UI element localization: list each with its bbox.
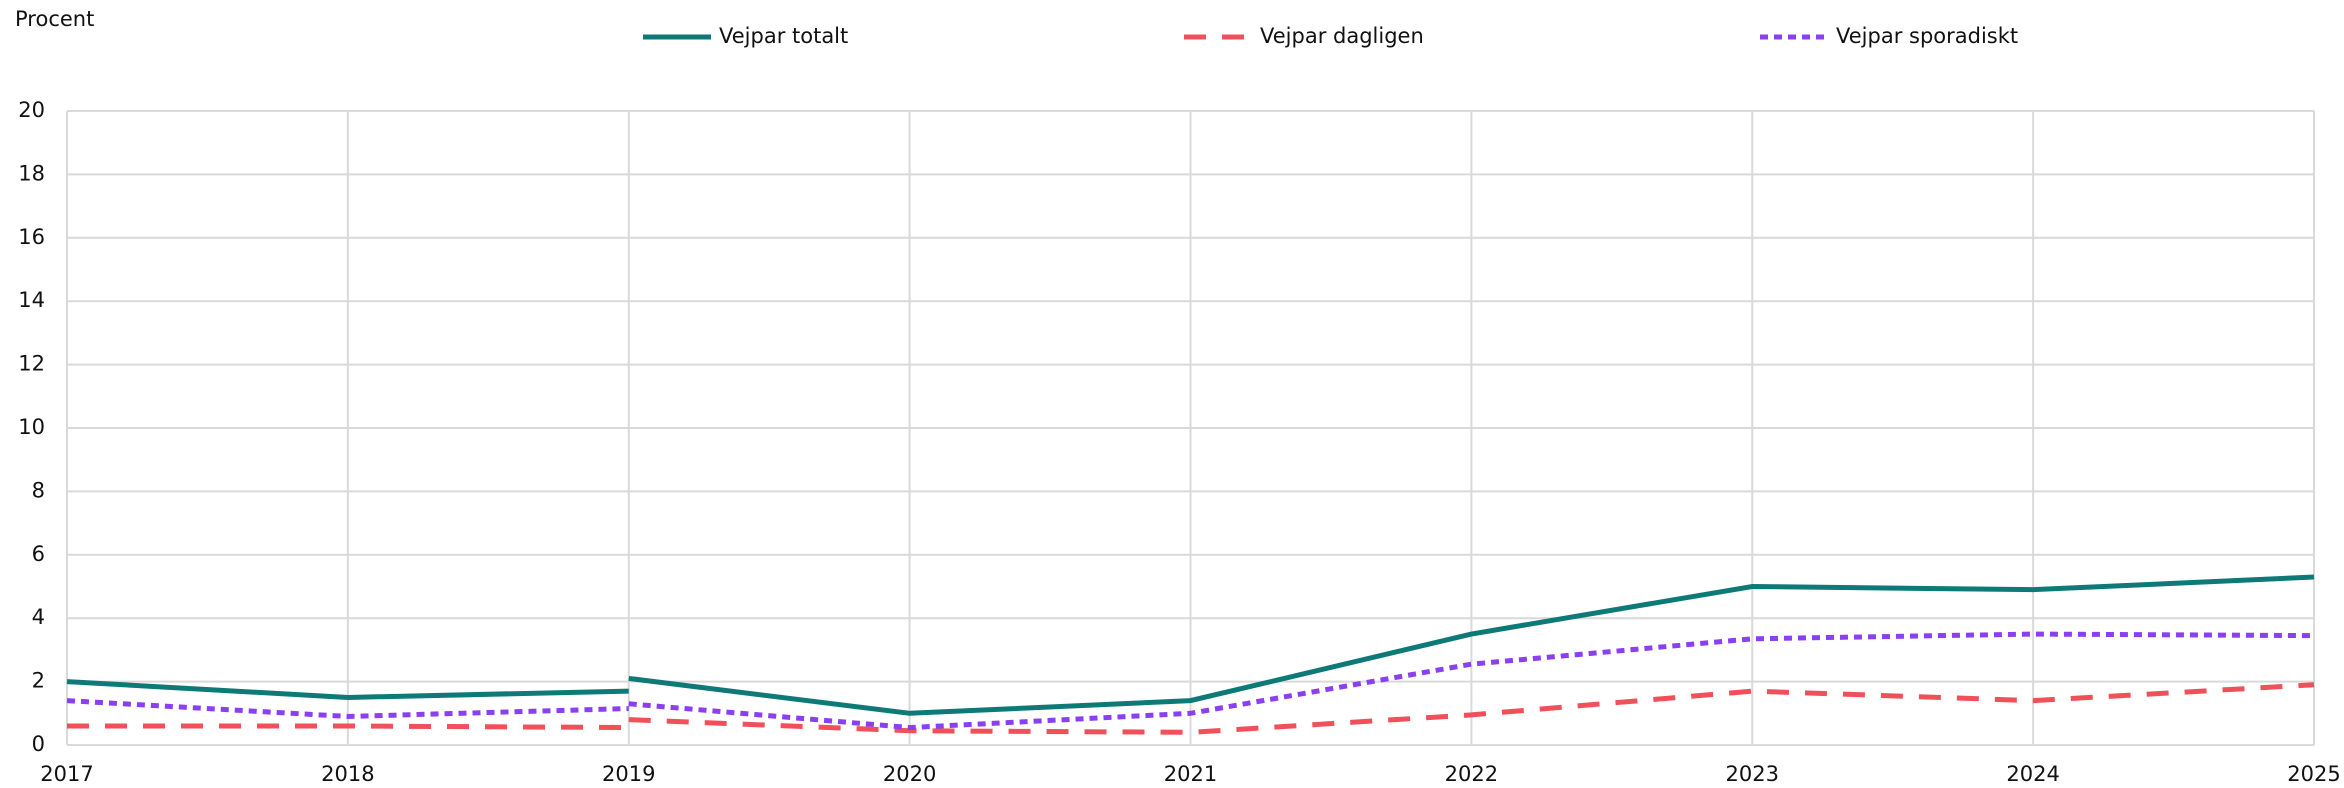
y-tick-label: 20 [18,98,45,122]
x-tick-label: 2019 [602,762,655,786]
x-tick-label: 2025 [2287,762,2340,786]
y-tick-label: 14 [18,288,45,312]
y-tick-label: 8 [32,478,45,502]
legend-label: Vejpar totalt [719,24,848,48]
y-tick-label: 18 [18,161,45,185]
y-tick-label: 12 [18,352,45,376]
x-tick-label: 2023 [1726,762,1779,786]
y-tick-label: 2 [32,669,45,693]
x-tick-label: 2020 [883,762,936,786]
x-tick-label: 2021 [1164,762,1217,786]
x-tick-label: 2017 [40,762,93,786]
y-tick-label: 16 [18,225,45,249]
series-line [67,682,2315,735]
x-tick-label: 2018 [321,762,374,786]
y-tick-label: 0 [32,732,45,756]
y-axis-label: Procent [15,7,94,31]
legend-label: Vejpar sporadiskt [1836,24,2018,48]
x-tick-label: 2024 [2006,762,2059,786]
y-tick-label: 6 [32,542,45,566]
y-tick-label: 4 [32,605,45,629]
y-tick-label: 10 [18,415,45,439]
series-line [66,631,2315,731]
series-line [66,574,2315,716]
x-tick-label: 2022 [1445,762,1498,786]
legend-label: Vejpar dagligen [1260,24,1424,48]
